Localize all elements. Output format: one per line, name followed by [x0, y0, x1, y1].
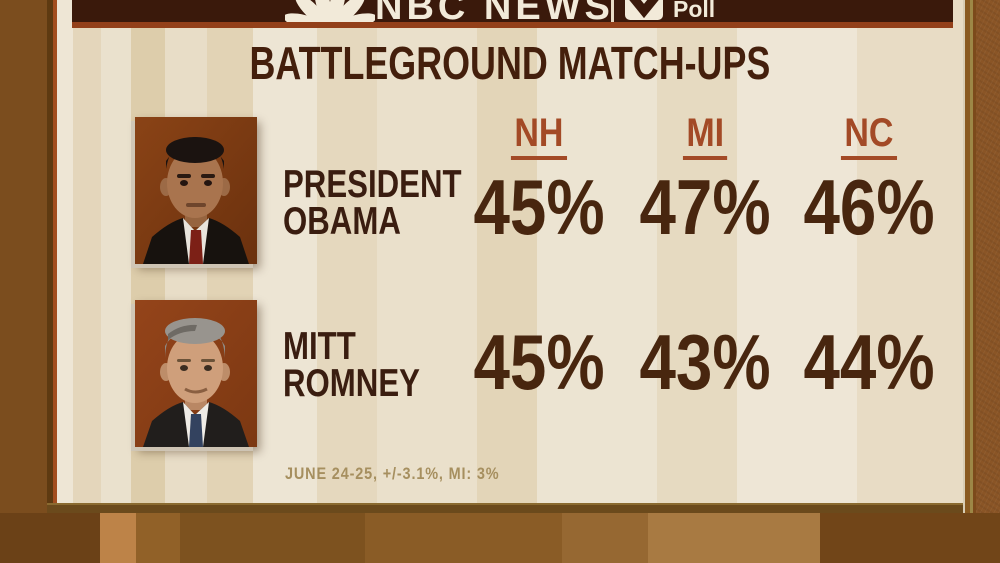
candidate-name-line: PRESIDENT [283, 163, 462, 206]
candidate-name-line: MITT [283, 325, 356, 368]
poll-footnote: JUNE 24-25, +/-3.1%, MI: 3% [285, 464, 500, 483]
checkbox-icon [625, 0, 663, 20]
panel-frame-right [963, 0, 976, 513]
value-obama-nh: 45% [473, 163, 605, 251]
value-obama-mi: 47% [639, 163, 771, 251]
panel-frame-left-shadow [47, 0, 53, 513]
poll-badge-label: Poll [673, 0, 716, 22]
value-romney-mi: 43% [639, 318, 771, 406]
bottom-striped-background [0, 513, 1000, 563]
poll-panel: NBC NEWS Poll BATTLEGROUND MATCH-UPS NH … [57, 0, 963, 503]
value-obama-nc: 46% [803, 163, 935, 251]
value-romney-nh: 45% [473, 318, 605, 406]
obama-photo [135, 117, 257, 264]
column-header-mi: MI [615, 111, 795, 160]
column-header-nh: NH [449, 111, 629, 160]
column-header-nc: NC [779, 111, 959, 160]
nbc-header-bar: NBC NEWS Poll [72, 0, 953, 22]
page-title: BATTLEGROUND MATCH-UPS [249, 37, 771, 89]
panel-frame-bottom [47, 503, 976, 513]
candidate-name-romney: MITT ROMNEY [283, 325, 420, 405]
candidate-name-obama: PRESIDENT OBAMA [283, 163, 462, 243]
left-background-panel [0, 0, 47, 563]
nbc-peacock-icon [285, 0, 375, 22]
panel-frame-left-rust [53, 0, 57, 513]
header-divider [611, 0, 614, 22]
nbc-news-wordmark: NBC NEWS [375, 0, 614, 22]
romney-photo [135, 300, 257, 447]
value-romney-nc: 44% [803, 318, 935, 406]
candidate-name-line: OBAMA [283, 200, 401, 243]
header-accent-line [72, 22, 953, 28]
candidate-name-line: ROMNEY [283, 362, 420, 405]
right-background-panel [976, 0, 1000, 563]
